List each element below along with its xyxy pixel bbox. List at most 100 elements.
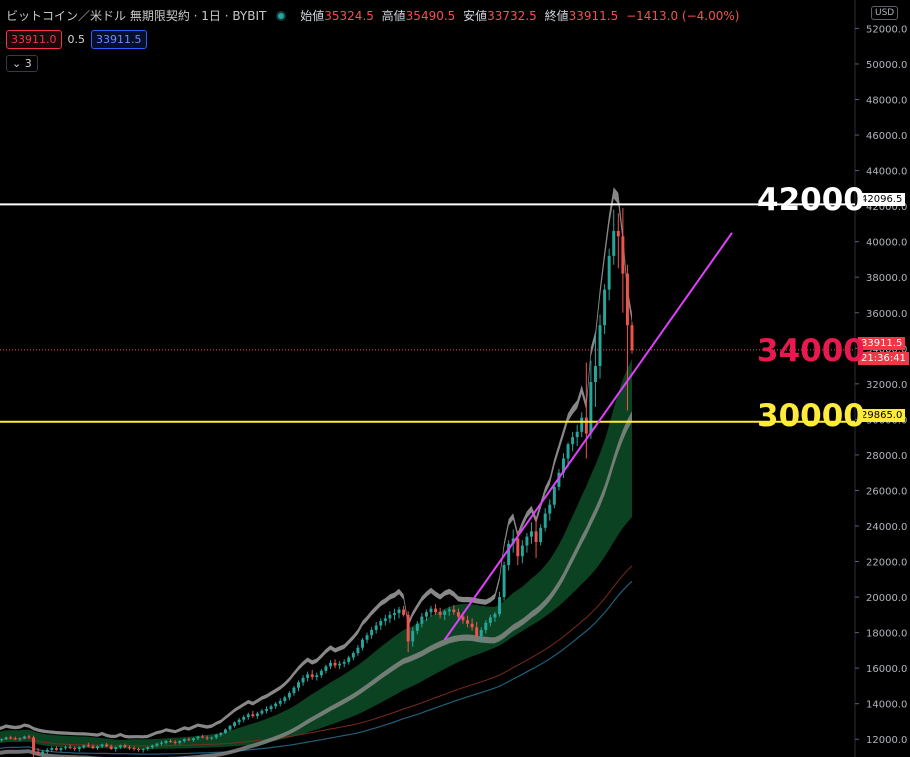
annotation-42000[interactable]: 42000 (757, 182, 865, 218)
candle-body (539, 527, 543, 542)
candle-body (383, 618, 387, 622)
candle-body (146, 747, 150, 750)
sell-button[interactable]: 33911.0 (6, 30, 62, 49)
candle-body (114, 747, 118, 750)
candle-body (9, 737, 13, 739)
candle-body (351, 653, 355, 658)
candle-body (406, 614, 410, 642)
candle-body (22, 736, 26, 739)
candle-body (150, 745, 154, 748)
candle-body (77, 747, 81, 750)
candle-body (82, 745, 86, 748)
candle-body (530, 531, 533, 537)
candle-body (100, 744, 104, 747)
candle-body (32, 737, 36, 752)
candle-body (182, 739, 186, 742)
candle-body (223, 729, 227, 734)
candle-body (402, 609, 406, 615)
candle-body (155, 743, 159, 746)
gray-band-upper (0, 187, 632, 739)
candle-body (228, 725, 232, 730)
price-axis[interactable]: 12000.0 14000.0 16000.0 18000.0 20000.0 22000… (855, 24, 907, 746)
candle-body (329, 662, 332, 667)
candle-body (411, 630, 415, 642)
candle-body (607, 255, 611, 290)
change-value: −1413.0 (−4.00%) (626, 9, 740, 23)
low-label: 安値 (463, 9, 488, 23)
candle-body (260, 710, 264, 714)
y-tick-label: 14000.0 (866, 700, 907, 711)
candle-body (557, 472, 561, 487)
trade-buttons: 33911.0 0.5 33911.5 (6, 30, 147, 49)
candle-body (338, 663, 342, 666)
candle-body (306, 674, 310, 678)
candle-body (96, 746, 99, 749)
candle-body (365, 635, 369, 640)
y-tick-label: 18000.0 (866, 629, 907, 640)
y-tick-label: 44000.0 (866, 167, 907, 178)
candle-body (18, 738, 22, 740)
high-value: 35490.5 (405, 9, 456, 23)
candle-body (109, 746, 113, 750)
green-band (0, 359, 632, 749)
y-tick-label: 38000.0 (866, 273, 907, 284)
candle-body (415, 623, 419, 631)
candle-body (137, 749, 141, 751)
candle-body (379, 621, 383, 626)
candle-body (525, 536, 529, 546)
candle-body (210, 737, 214, 739)
candle-body (548, 504, 552, 514)
buy-button[interactable]: 33911.5 (91, 30, 147, 49)
candle-body (534, 531, 538, 542)
candle-body (205, 737, 209, 739)
candle-body (543, 513, 547, 528)
candle-body (502, 565, 506, 598)
candle-body (237, 719, 241, 723)
candle-body (242, 717, 246, 720)
candle-body (54, 748, 58, 750)
y-tick-label: 46000.0 (866, 131, 907, 142)
last-price-tag: 33911.5 (858, 337, 906, 350)
candle-body (456, 612, 460, 617)
candle-body (292, 687, 296, 694)
candle-body (429, 608, 433, 613)
candle-body (287, 693, 291, 698)
symbol-title[interactable]: ビットコイン／米ドル 無期限契約 · 1日 · BYBIT (6, 9, 267, 23)
annotation-30000[interactable]: 30000 (757, 398, 865, 434)
candle-body (159, 742, 163, 744)
market-status-icon (278, 13, 285, 19)
candle-body (68, 747, 72, 749)
open-label: 始値 (300, 9, 325, 23)
candle-body (301, 677, 305, 683)
candle-body (251, 714, 255, 717)
candle-body (342, 661, 346, 664)
candle-body (4, 737, 8, 740)
candle-body (127, 747, 131, 749)
high-label: 高値 (381, 9, 406, 23)
candle-body (603, 289, 607, 326)
candle-body (191, 738, 195, 741)
indicators-toggle[interactable]: ⌄ 3 (6, 55, 38, 72)
annotation-34000[interactable]: 34000 (757, 333, 865, 369)
candle-body (50, 748, 54, 750)
candle-body (310, 674, 314, 678)
candle-body (616, 231, 620, 237)
currency-badge[interactable]: USD (871, 6, 899, 20)
ma-line-blue (0, 580, 633, 755)
candle-body (466, 620, 470, 624)
candle-body (420, 616, 424, 624)
y-tick-label: 28000.0 (866, 451, 907, 462)
indicators-count: 3 (24, 57, 32, 70)
trend-line (443, 232, 733, 641)
candle-body (552, 486, 556, 505)
candle-body (118, 745, 122, 748)
candle-body (589, 382, 593, 434)
candle-body (360, 639, 364, 648)
candle-body (625, 273, 629, 326)
candle-body (91, 746, 95, 749)
price-tag-white-line: 42096.5 (858, 193, 906, 206)
candle-body (475, 627, 479, 637)
candle-body (566, 444, 570, 459)
